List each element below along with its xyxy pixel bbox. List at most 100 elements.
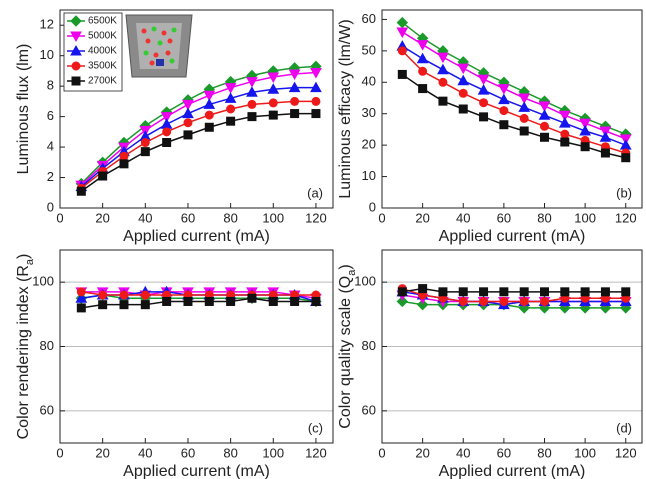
inset-dot [149,60,155,66]
marker [226,296,236,306]
marker [477,74,490,86]
marker [579,124,591,136]
inset-dot [169,58,175,64]
marker [540,296,549,306]
marker [224,83,237,94]
legend-label: 3500K [88,61,117,72]
marker [76,186,86,196]
marker [418,284,428,294]
y-axis-label: Luminous efficacy (lm/W) [337,19,354,198]
marker [479,112,489,122]
x-axis-label: Applied current (mA) [123,463,270,479]
marker [458,296,468,306]
panel: 60 80 100 0 20 40 60 80 100 120 Applied current (m… [337,249,643,479]
legend-marker [70,31,82,43]
series-line [401,31,627,140]
x-tick-label: 0 [56,210,63,225]
y-tick-label: 60 [40,402,54,417]
marker [246,86,258,97]
legend-marker [70,15,82,27]
inset-dot [145,38,151,44]
marker [268,110,278,120]
x-tick-label: 80 [223,445,237,460]
marker [98,290,108,300]
plot-frame [59,9,334,209]
marker [438,96,448,106]
marker [519,287,529,297]
legend-marker [71,76,81,86]
marker [76,303,86,313]
marker [290,296,300,306]
inset-dot [153,52,159,58]
marker [458,287,468,297]
marker [499,120,509,130]
panel: 0 10 20 30 40 50 60 0 20 40 60 80 100 120 Applied curr… [337,9,643,245]
marker [204,122,214,132]
panel: 60 80 100 0 20 40 60 80 100 120 Applied current (m… [15,249,334,479]
marker [162,138,172,148]
marker [560,137,570,147]
marker [247,112,257,122]
y-tick-label: 12 [40,17,54,32]
marker [437,63,449,75]
y-tick-label: 20 [362,137,376,152]
marker [160,112,173,123]
marker [518,93,531,105]
marker [397,46,407,56]
panel-label: (b) [616,185,632,200]
marker [396,295,409,308]
marker [119,300,129,310]
marker [98,171,108,181]
marker [397,69,407,79]
legend-label: 5000K [88,31,117,42]
series-line [81,294,317,303]
panel-label: (d) [616,420,632,435]
marker [397,287,407,297]
marker [311,109,321,119]
marker [538,109,551,120]
marker [458,104,468,114]
x-tick-label: 120 [615,445,637,460]
y-axis-label-part: a [346,269,358,276]
marker [310,67,322,79]
marker [162,127,172,137]
y-axis-label-part: ) [337,264,354,269]
marker [416,298,429,311]
marker [98,300,108,310]
marker [290,96,300,106]
marker [268,296,278,306]
marker [519,113,529,123]
y-tick-label: 10 [40,47,54,62]
y-axis-label-part: a [24,258,36,265]
marker [267,72,280,84]
x-tick-label: 20 [415,210,429,225]
marker [226,116,236,126]
legend-label: 6500K [88,16,117,27]
marker [560,129,570,139]
x-tick-label: 80 [537,210,551,225]
marker [457,63,470,75]
inset-chip [156,59,164,66]
marker [599,131,612,142]
legend-label: 4000K [88,46,117,57]
y-tick-label: 6 [47,108,54,123]
inset-dot [143,50,149,56]
y-tick-label: 40 [362,74,376,89]
x-tick-label: 20 [95,445,109,460]
marker [518,101,531,112]
marker [437,52,449,64]
plot-frame [59,249,334,444]
marker [203,98,216,109]
marker [182,107,194,119]
marker [140,147,150,157]
y-axis-label: Luminous flux (lm) [15,44,32,175]
marker [540,287,549,297]
x-tick-label: 100 [574,445,596,460]
series-line [401,45,627,146]
marker [499,296,509,306]
marker [76,287,86,297]
x-tick-label: 60 [497,210,511,225]
marker [204,296,214,306]
marker [247,99,257,109]
